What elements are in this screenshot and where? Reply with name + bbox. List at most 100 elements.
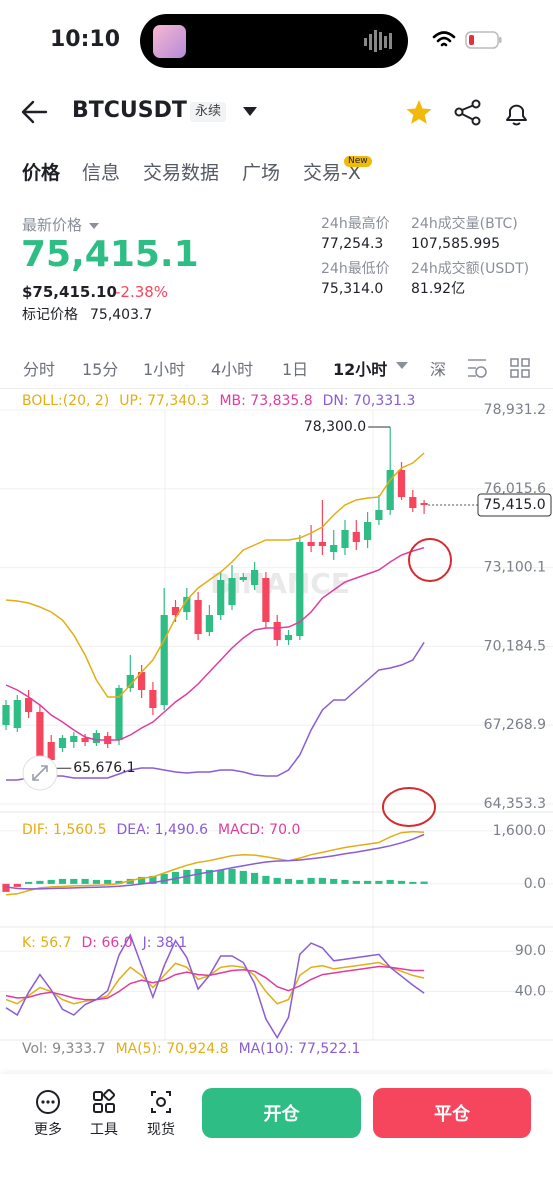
interval-tab[interactable]: 12小时 <box>333 360 388 379</box>
macd-bar <box>81 878 89 884</box>
y-tick-label: 73,100.1 <box>484 560 546 576</box>
bottom-icons[interactable] <box>30 1088 180 1118</box>
stat-label: 24h最高价 <box>321 216 390 232</box>
interval-tab[interactable]: 4小时 <box>211 360 254 379</box>
legend-item: DEA: 1,490.6 <box>116 822 209 838</box>
zoom-icon[interactable] <box>32 765 48 781</box>
usd-price: $75,415.10 <box>22 283 117 301</box>
macd-bar <box>262 875 270 884</box>
legend-item: DN: 70,331.3 <box>322 393 416 409</box>
close-button[interactable]: 平仓 <box>373 1088 531 1138</box>
candle-body <box>183 597 191 613</box>
macd-bar <box>126 878 134 884</box>
indicator-line <box>5 546 425 741</box>
price-change: -2.38% <box>115 283 169 301</box>
macd-bar <box>194 868 202 884</box>
waveform <box>364 30 392 52</box>
tab[interactable]: 信息 <box>82 162 121 184</box>
candle-body <box>352 532 360 543</box>
stat-label: 24h最低价 <box>321 261 390 277</box>
macd-bar <box>318 877 326 884</box>
candle-body <box>70 736 78 743</box>
macd-bar <box>284 878 293 884</box>
candle-body <box>2 705 10 726</box>
macd-bar <box>330 878 338 884</box>
tab[interactable]: 广场 <box>242 162 281 184</box>
candle-body <box>228 578 236 606</box>
candle-body <box>126 675 134 689</box>
legend-item: K: 56.7 <box>22 935 72 951</box>
symbol[interactable]: BTCUSDT <box>72 98 187 123</box>
action-label[interactable]: 工具 <box>90 1122 118 1138</box>
status-time: 10:10 <box>50 27 121 52</box>
y-tick-label: 90.0 <box>515 943 546 959</box>
interval-tab[interactable]: 15分 <box>82 360 119 379</box>
macd-bar <box>420 881 428 884</box>
last-price-label: 75,415.0 <box>483 497 545 513</box>
status-icons <box>432 31 502 49</box>
interval-tab[interactable]: 1日 <box>282 360 309 379</box>
macd-bar <box>364 880 372 884</box>
macd-bar <box>307 877 315 884</box>
y-tick-label: 76,015.6 <box>484 481 546 497</box>
chart-tools[interactable] <box>466 356 536 380</box>
indicator-line <box>6 641 425 781</box>
legend-item: DIF: 1,560.5 <box>22 822 107 838</box>
candle-body <box>205 615 213 633</box>
candle-body <box>160 615 168 706</box>
open-button[interactable]: 开仓 <box>202 1088 361 1138</box>
candle-body <box>341 530 349 549</box>
last-price-label: 最新价格 <box>22 216 83 234</box>
legend-item: UP: 77,340.3 <box>119 393 210 409</box>
contract-tag: 永续 <box>190 102 227 122</box>
interval-dropdown[interactable] <box>396 362 408 371</box>
macd-bar <box>2 883 10 892</box>
y-tick-label: 40.0 <box>515 984 546 1000</box>
tab[interactable]: 价格 <box>22 162 61 184</box>
max-label: 78,300.0 <box>304 419 366 435</box>
interval-tab[interactable]: 1小时 <box>143 360 186 379</box>
vol-legend: Vol: 9,333.7 MA(5): 70,924.8 MA(10): 77,52… <box>22 1041 360 1057</box>
macd-bar <box>25 881 33 884</box>
symbol-dropdown[interactable] <box>242 106 258 118</box>
indicator-line <box>5 961 425 1005</box>
stat-value: 77,254.3 <box>321 236 384 252</box>
candle-body <box>364 522 372 541</box>
divider <box>0 388 553 389</box>
candle-body <box>273 622 281 641</box>
action-label[interactable]: 更多 <box>34 1122 62 1138</box>
stat-value: 107,585.995 <box>411 236 501 252</box>
candle-body <box>92 733 100 744</box>
macd-bar <box>70 878 78 884</box>
tab[interactable]: 交易-X <box>303 162 361 184</box>
indicator-line <box>5 452 425 698</box>
legend-item: Vol: 9,333.7 <box>22 1041 106 1057</box>
macd-bar <box>217 869 225 884</box>
interval-tab[interactable]: 分时 <box>23 360 56 379</box>
min-label: 65,676.1 <box>73 760 135 776</box>
action-label[interactable]: 现货 <box>147 1122 175 1138</box>
mark-price: 75,403.7 <box>90 307 153 323</box>
candle-body <box>239 577 247 581</box>
candle-body <box>36 712 44 758</box>
candle-body <box>138 672 146 691</box>
macd-bar <box>47 879 55 884</box>
marks-layer: BINANCE <box>2 427 428 1040</box>
mark-price-label: 标记价格 <box>22 307 78 323</box>
zoom-button[interactable] <box>22 755 58 791</box>
header-actions[interactable] <box>404 98 534 128</box>
interval-tab[interactable]: 深 <box>430 360 447 379</box>
legend-item: MB: 73,835.8 <box>219 393 313 409</box>
tab[interactable]: 交易数据 <box>143 162 220 184</box>
boll-legend: BOLL:(20, 2) UP: 77,340.3 MB: 73,835.8 DN: … <box>22 393 415 409</box>
last-price: 75,415.1 <box>21 234 199 275</box>
macd-bar <box>149 875 157 884</box>
back-button[interactable] <box>20 98 50 126</box>
macd-bar <box>251 872 259 884</box>
candle-body <box>262 578 270 623</box>
macd-bar <box>375 880 383 884</box>
macd-bar <box>386 879 394 884</box>
candle-body <box>47 742 55 761</box>
